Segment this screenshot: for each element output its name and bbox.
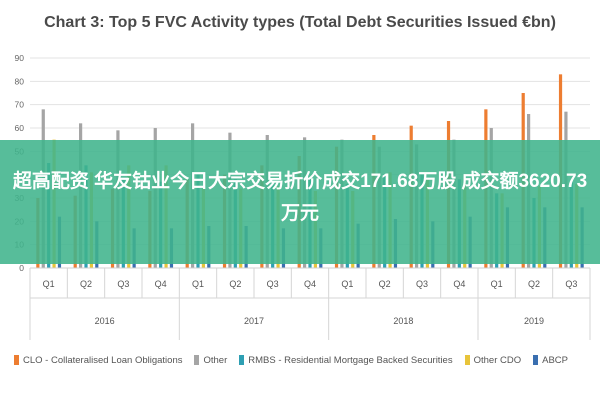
x-tick-label: Q3 (416, 279, 428, 289)
chart-legend: CLO - Collateralised Loan Obligations Oth… (14, 352, 594, 368)
legend-label: CLO - Collateralised Loan Obligations (23, 354, 183, 366)
legend-label: Other (203, 354, 228, 366)
x-tick-label: Q1 (192, 279, 204, 289)
x-tick-label: Q2 (229, 279, 241, 289)
x-tick-label: Q1 (341, 279, 353, 289)
y-tick-label: 60 (15, 123, 25, 133)
legend-label: RMBS - Residential Mortgage Backed Secur… (248, 354, 453, 366)
legend-swatch (239, 355, 245, 365)
legend-swatch (14, 355, 19, 365)
overlay-text: 超高配资 华友钴业今日大宗交易折价成交171.68万股 成交额3620.73万元 (12, 171, 588, 224)
year-label: 2019 (524, 316, 544, 326)
x-tick-label: Q4 (453, 279, 465, 289)
year-label: 2016 (95, 316, 115, 326)
legend-item-other_cdo: Other CDO (464, 354, 522, 366)
y-tick-label: 0 (19, 263, 24, 273)
y-tick-label: 90 (15, 53, 25, 63)
legend-swatch (194, 355, 200, 365)
overlay-banner: 超高配资 华友钴业今日大宗交易折价成交171.68万股 成交额3620.73万元 (0, 140, 600, 264)
x-tick-label: Q3 (565, 279, 577, 289)
legend-item-abcp: ABCP (533, 355, 568, 366)
chart-title: Chart 3: Top 5 FVC Activity types (Total… (44, 14, 556, 31)
legend-swatch (464, 355, 470, 365)
x-tick-label: Q2 (80, 279, 92, 289)
legend-item-clo: CLO - Collateralised Loan Obligations (14, 355, 182, 366)
x-tick-label: Q2 (528, 279, 540, 289)
x-tick-label: Q4 (304, 279, 316, 289)
x-tick-label: Q2 (379, 279, 391, 289)
legend-label: ABCP (542, 354, 568, 366)
x-tick-label: Q3 (267, 279, 279, 289)
y-tick-label: 80 (15, 76, 25, 86)
legend-swatch (533, 355, 539, 365)
x-tick-label: Q1 (491, 279, 503, 289)
x-tick-label: Q4 (155, 279, 167, 289)
year-label: 2017 (244, 316, 264, 326)
legend-item-other: Other (194, 355, 227, 366)
legend-item-rmbs: RMBS - Residential Mortgage Backed Secur… (239, 354, 453, 366)
year-label: 2018 (393, 316, 413, 326)
legend-label: Other CDO (473, 354, 522, 366)
x-tick-label: Q3 (117, 279, 129, 289)
y-tick-label: 70 (15, 100, 25, 110)
x-tick-label: Q1 (43, 279, 55, 289)
